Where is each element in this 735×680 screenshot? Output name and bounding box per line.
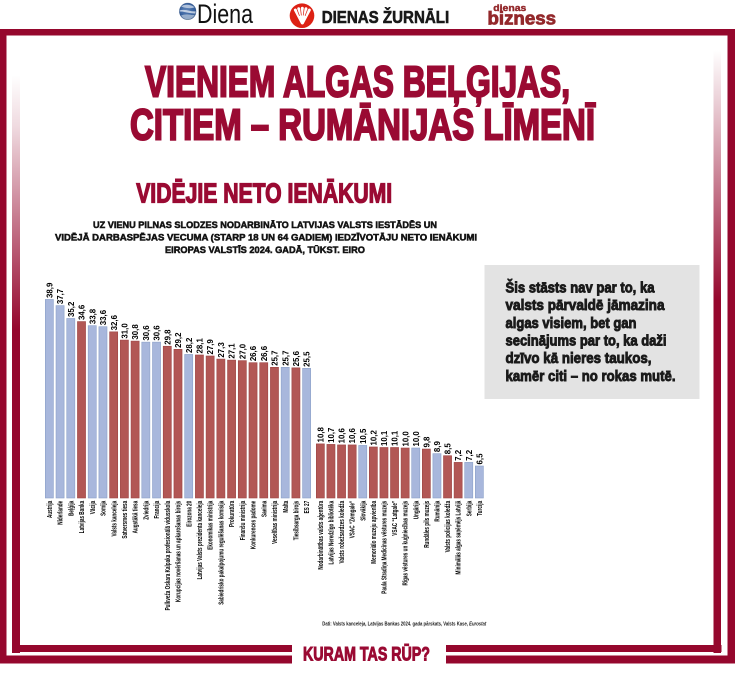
svg-text:10,5: 10,5 (358, 428, 368, 444)
svg-text:Valsts policijas koledža: Valsts policijas koledža (445, 501, 452, 553)
svg-text:25,5: 25,5 (302, 351, 312, 367)
svg-text:38,9: 38,9 (44, 282, 54, 298)
svg-text:31,0: 31,0 (119, 323, 129, 339)
svg-text:valsts pārvaldē jāmazina: valsts pārvaldē jāmazina (506, 297, 665, 314)
svg-text:10,0: 10,0 (411, 431, 421, 447)
svg-text:Ekonomikas ministrija: Ekonomikas ministrija (208, 501, 215, 550)
svg-text:Rumānija: Rumānija (435, 501, 442, 522)
svg-text:10,6: 10,6 (337, 428, 347, 444)
svg-text:37,7: 37,7 (55, 288, 65, 304)
svg-text:Slovākija: Slovākija (360, 501, 367, 521)
svg-text:Vācija: Vācija (90, 501, 97, 514)
svg-text:25,6: 25,6 (291, 351, 301, 367)
svg-text:Satversmes tiesa: Satversmes tiesa (122, 501, 129, 539)
svg-text:32,6: 32,6 (109, 315, 119, 331)
svg-text:33,8: 33,8 (87, 309, 97, 325)
svg-text:secinājums par to, ka daži: secinājums par to, ka daži (506, 333, 667, 350)
svg-text:VIDĒJIE NETO IENĀKUMI: VIDĒJIE NETO IENĀKUMI (136, 177, 392, 208)
svg-text:Valsts kanceleja: Valsts kanceleja (111, 501, 118, 537)
svg-text:Memoriālo muzeju apvienība: Memoriālo muzeju apvienība (371, 501, 378, 564)
svg-text:10,0: 10,0 (400, 431, 410, 447)
svg-text:10,6: 10,6 (347, 428, 357, 444)
svg-text:25,7: 25,7 (270, 350, 280, 366)
svg-text:Somija: Somija (101, 501, 108, 516)
svg-text:Augstākā tiesa: Augstākā tiesa (133, 501, 140, 534)
svg-text:8,9: 8,9 (432, 441, 442, 452)
svg-text:bizness: bizness (488, 8, 557, 28)
svg-text:Eirozona 20: Eirozona 20 (186, 501, 193, 527)
svg-text:Minimālās algas saņēmējs Latvi: Minimālās algas saņēmējs Latvijā (456, 501, 463, 575)
svg-text:Valsts robežsardzes koledža: Valsts robežsardzes koledža (339, 501, 346, 564)
svg-text:34,6: 34,6 (77, 304, 87, 320)
svg-text:VIDĒJĀ DARBASPĒJAS VECUMA (STA: VIDĒJĀ DARBASPĒJAS VECUMA (STARP 18 UN 6… (55, 232, 477, 243)
svg-text:9,8: 9,8 (421, 436, 431, 447)
svg-text:Zviedrija: Zviedrija (143, 501, 150, 520)
svg-text:kamēr citi – no rokas mutē.: kamēr citi – no rokas mutē. (506, 368, 676, 385)
svg-text:Konkurences padome: Konkurences padome (251, 501, 258, 549)
svg-text:27,1: 27,1 (227, 343, 237, 359)
svg-text:Turcija: Turcija (477, 501, 484, 516)
svg-text:7,2: 7,2 (464, 450, 474, 461)
svg-text:29,8: 29,8 (162, 329, 172, 345)
svg-text:Malta: Malta (283, 501, 290, 513)
svg-text:Austrija: Austrija (47, 501, 54, 518)
svg-text:Nodarbinātības valsts aģentūra: Nodarbinātības valsts aģentūra (317, 501, 325, 570)
svg-text:Ungārija: Ungārija (413, 501, 420, 520)
svg-text:Sabiedrisko pakalpojumu regulē: Sabiedrisko pakalpojumu regulēšanas komi… (218, 501, 225, 605)
svg-text:7,2: 7,2 (453, 450, 463, 461)
svg-text:10,2: 10,2 (368, 430, 378, 446)
svg-text:28,2: 28,2 (184, 337, 194, 353)
svg-text:Finanšu ministrija: Finanšu ministrija (240, 501, 247, 541)
svg-text:28,1: 28,1 (195, 338, 205, 354)
svg-text:Prokuratūra: Prokuratūra (229, 501, 236, 527)
svg-text:10,1: 10,1 (390, 430, 400, 446)
svg-text:27,0: 27,0 (237, 343, 247, 359)
svg-text:10,1: 10,1 (379, 430, 389, 446)
svg-text:VSAC “Latgale”: VSAC “Latgale” (392, 501, 399, 536)
svg-text:26,6: 26,6 (259, 346, 269, 362)
svg-text:10,7: 10,7 (326, 427, 336, 443)
svg-text:ES 27: ES 27 (304, 501, 311, 514)
svg-text:Latvijas Banka: Latvijas Banka (79, 501, 86, 533)
svg-text:6,5: 6,5 (474, 453, 484, 464)
svg-text:29,2: 29,2 (173, 332, 183, 348)
svg-text:25,7: 25,7 (280, 350, 290, 366)
svg-text:30,6: 30,6 (141, 325, 151, 341)
svg-text:26,6: 26,6 (248, 346, 258, 362)
svg-text:35,2: 35,2 (66, 301, 76, 317)
svg-text:Korupcijas novēršanas un apkar: Korupcijas novēršanas un apkarošanas bir… (176, 501, 183, 602)
svg-text:KURAM TAS RŪP?: KURAM TAS RŪP? (303, 644, 430, 666)
svg-text:Serbija: Serbija (466, 501, 473, 516)
svg-text:Beļģija: Beļģija (67, 501, 75, 516)
svg-text:Rundāles pils muzejs: Rundāles pils muzejs (424, 501, 431, 548)
svg-text:Latvijas Neredzīgo bibliotēka: Latvijas Neredzīgo bibliotēka (329, 501, 336, 565)
svg-text:Paula Stradiņa Medicīnas vēstu: Paula Stradiņa Medicīnas vēstures muzejs (382, 501, 389, 594)
svg-text:Pulkveža Oskara Kalpaka profes: Pulkveža Oskara Kalpaka profesionālā vid… (165, 501, 172, 611)
svg-text:VSAC “Zemgale”: VSAC “Zemgale” (350, 501, 357, 539)
svg-text:Veselības ministrija: Veselības ministrija (272, 501, 279, 544)
svg-text:Saeima: Saeima (261, 501, 268, 517)
svg-text:dzīvo kā nieres taukos,: dzīvo kā nieres taukos, (506, 350, 652, 367)
svg-text:Rīgas vēstures un kuģniecības: Rīgas vēstures un kuģniecības muzejs (402, 501, 410, 586)
svg-text:27,3: 27,3 (216, 342, 226, 358)
svg-text:EIROPAS VALSTĪS 2024. GADĀ, TŪ: EIROPAS VALSTĪS 2024. GADĀ, TŪKST. EIRO (165, 245, 366, 256)
svg-text:Latvijas Valsts prezidenta kan: Latvijas Valsts prezidenta kanceleja (197, 501, 204, 580)
svg-text:30,6: 30,6 (152, 325, 162, 341)
svg-text:8,5: 8,5 (443, 443, 453, 454)
svg-text:Francija: Francija (154, 501, 161, 519)
svg-text:Nīderlande: Nīderlande (58, 501, 65, 525)
svg-text:Dati: Valsts kanceleja, Latvij: Dati: Valsts kanceleja, Latvijas Bankas … (322, 622, 487, 628)
svg-text:Tiesībsarga birojs: Tiesībsarga birojs (294, 501, 301, 541)
svg-text:DIENAS ŽURNĀLI: DIENAS ŽURNĀLI (322, 6, 450, 27)
svg-text:10,8: 10,8 (315, 427, 325, 443)
svg-text:VIENIEM ALGAS BEĻĢIJAS,: VIENIEM ALGAS BEĻĢIJAS, (145, 58, 570, 106)
svg-text:Diena: Diena (197, 0, 254, 29)
svg-text:CITIEM – RUMĀNIJAS LĪMENĪ: CITIEM – RUMĀNIJAS LĪMENĪ (130, 102, 596, 150)
svg-text:33,6: 33,6 (98, 310, 108, 326)
svg-text:Šis stāsts nav par to, ka: Šis stāsts nav par to, ka (506, 279, 655, 297)
svg-text:30,8: 30,8 (130, 324, 140, 340)
svg-text:UZ VIENU PILNAS SLODZES NODARB: UZ VIENU PILNAS SLODZES NODARBINĀTO LATV… (93, 220, 437, 231)
svg-text:27,9: 27,9 (205, 339, 215, 355)
svg-text:algas visiem, bet gan: algas visiem, bet gan (506, 315, 637, 332)
